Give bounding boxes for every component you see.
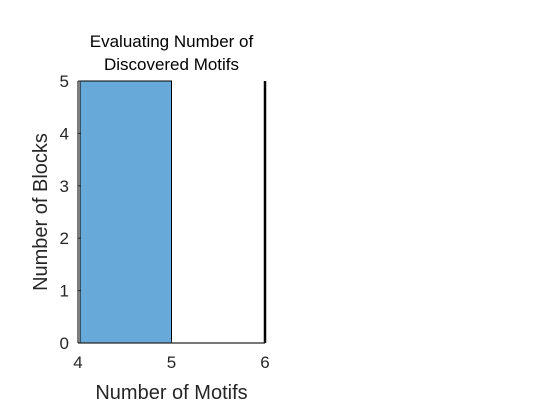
x-tick-label: 6	[260, 353, 269, 372]
x-tick-label: 5	[167, 353, 176, 372]
y-tick-label: 0	[60, 334, 69, 353]
x-tick-label: 4	[73, 353, 82, 372]
y-tick-label: 1	[60, 282, 69, 301]
y-axis-label: Number of Blocks	[30, 133, 52, 291]
bars-group	[79, 80, 172, 344]
chart-title-line-2: Discovered Motifs	[104, 55, 239, 74]
y-tick-label: 5	[60, 72, 69, 91]
y-tick-label: 4	[60, 124, 69, 143]
y-tick-label: 3	[60, 177, 69, 196]
y-tick-label: 2	[60, 229, 69, 248]
chart-title-line-1: Evaluating Number of	[90, 32, 254, 51]
histogram-bar-0	[79, 80, 172, 344]
ticks-group: 0 1 2 3 4 5 4 5 6	[60, 72, 270, 372]
x-axis-label: Number of Motifs	[95, 382, 247, 404]
